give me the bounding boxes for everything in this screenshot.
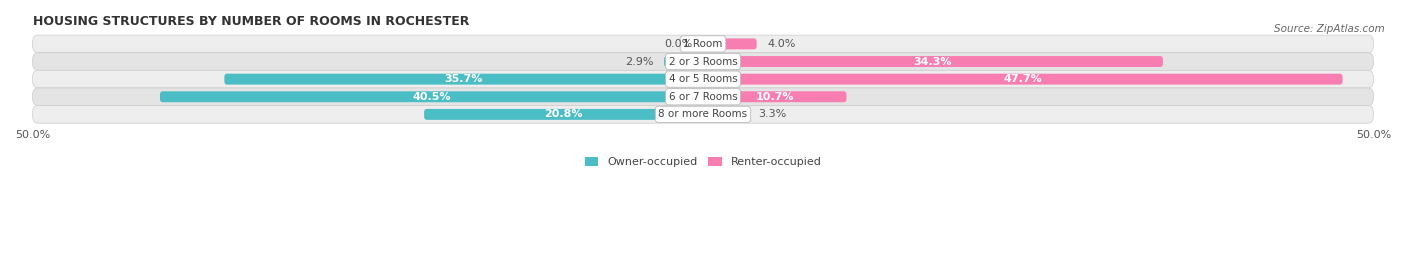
Text: 4 or 5 Rooms: 4 or 5 Rooms: [669, 74, 737, 84]
Text: 2 or 3 Rooms: 2 or 3 Rooms: [669, 56, 737, 66]
Text: 34.3%: 34.3%: [914, 56, 952, 66]
FancyBboxPatch shape: [32, 70, 1374, 88]
FancyBboxPatch shape: [160, 91, 703, 102]
FancyBboxPatch shape: [32, 35, 1374, 53]
FancyBboxPatch shape: [703, 56, 1163, 67]
Text: 8 or more Rooms: 8 or more Rooms: [658, 109, 748, 119]
Legend: Owner-occupied, Renter-occupied: Owner-occupied, Renter-occupied: [585, 157, 821, 167]
Text: 0.0%: 0.0%: [664, 39, 692, 49]
Text: 1 Room: 1 Room: [683, 39, 723, 49]
FancyBboxPatch shape: [32, 53, 1374, 70]
FancyBboxPatch shape: [32, 88, 1374, 105]
Text: 4.0%: 4.0%: [768, 39, 796, 49]
FancyBboxPatch shape: [703, 38, 756, 49]
Text: 3.3%: 3.3%: [758, 109, 786, 119]
FancyBboxPatch shape: [225, 74, 703, 85]
Text: 6 or 7 Rooms: 6 or 7 Rooms: [669, 92, 737, 102]
FancyBboxPatch shape: [703, 74, 1343, 85]
FancyBboxPatch shape: [703, 109, 747, 120]
FancyBboxPatch shape: [664, 56, 703, 67]
Text: 40.5%: 40.5%: [412, 92, 451, 102]
Text: 20.8%: 20.8%: [544, 109, 583, 119]
FancyBboxPatch shape: [32, 105, 1374, 123]
FancyBboxPatch shape: [703, 91, 846, 102]
Text: 47.7%: 47.7%: [1004, 74, 1042, 84]
Text: 10.7%: 10.7%: [755, 92, 794, 102]
FancyBboxPatch shape: [425, 109, 703, 120]
Text: 2.9%: 2.9%: [624, 56, 654, 66]
Text: HOUSING STRUCTURES BY NUMBER OF ROOMS IN ROCHESTER: HOUSING STRUCTURES BY NUMBER OF ROOMS IN…: [32, 15, 470, 28]
Text: Source: ZipAtlas.com: Source: ZipAtlas.com: [1274, 24, 1385, 34]
Text: 35.7%: 35.7%: [444, 74, 482, 84]
